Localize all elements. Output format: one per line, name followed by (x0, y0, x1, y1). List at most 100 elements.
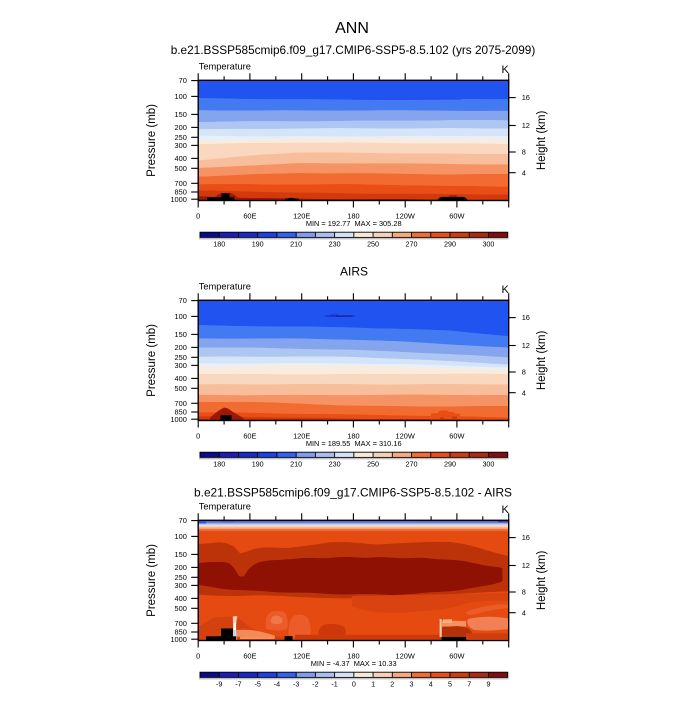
svg-text:0: 0 (196, 652, 200, 661)
svg-text:-1: -1 (331, 679, 337, 688)
svg-text:Height (km): Height (km) (536, 111, 548, 171)
svg-text:12: 12 (522, 561, 530, 570)
svg-text:8: 8 (522, 148, 526, 157)
svg-text:ANN: ANN (335, 20, 369, 37)
svg-text:250: 250 (367, 459, 379, 468)
svg-text:300: 300 (175, 581, 187, 590)
svg-text:70: 70 (179, 516, 187, 525)
svg-text:16: 16 (522, 533, 530, 542)
svg-text:Pressure (mb): Pressure (mb) (146, 104, 158, 177)
svg-text:150: 150 (175, 330, 187, 339)
svg-text:100: 100 (175, 532, 187, 541)
svg-text:70: 70 (179, 296, 187, 305)
svg-text:Temperature: Temperature (199, 61, 251, 71)
svg-text:K: K (502, 284, 510, 296)
svg-text:-3: -3 (293, 679, 299, 688)
svg-text:270: 270 (406, 239, 418, 248)
svg-text:120W: 120W (396, 212, 415, 221)
svg-text:MIN = 192.77 MAX = 305.28: MIN = 192.77 MAX = 305.28 (306, 219, 402, 228)
svg-text:Temperature: Temperature (199, 501, 251, 511)
svg-text:190: 190 (252, 459, 264, 468)
svg-text:1000: 1000 (170, 195, 186, 204)
svg-text:60W: 60W (449, 652, 464, 661)
svg-text:-5: -5 (254, 679, 260, 688)
svg-text:-2: -2 (312, 679, 318, 688)
svg-text:150: 150 (175, 550, 187, 559)
svg-text:270: 270 (406, 459, 418, 468)
svg-text:8: 8 (522, 588, 526, 597)
svg-text:MIN = 189.55 MAX = 310.16: MIN = 189.55 MAX = 310.16 (306, 439, 402, 448)
svg-text:4: 4 (522, 388, 526, 397)
svg-text:300: 300 (175, 361, 187, 370)
svg-text:850: 850 (175, 188, 187, 197)
svg-text:100: 100 (175, 92, 187, 101)
svg-text:4: 4 (522, 608, 526, 617)
svg-text:12: 12 (522, 121, 530, 130)
svg-text:180: 180 (347, 652, 359, 661)
svg-text:850: 850 (175, 408, 187, 417)
svg-text:180: 180 (213, 239, 225, 248)
svg-text:60E: 60E (243, 212, 256, 221)
svg-text:MIN = -4.37 MAX = 10.33: MIN = -4.37 MAX = 10.33 (311, 659, 397, 668)
svg-text:Height (km): Height (km) (536, 551, 548, 611)
svg-text:5: 5 (448, 679, 452, 688)
svg-text:2: 2 (390, 679, 394, 688)
svg-text:210: 210 (290, 459, 302, 468)
svg-text:0: 0 (196, 212, 200, 221)
svg-text:500: 500 (175, 604, 187, 613)
svg-text:200: 200 (175, 563, 187, 572)
svg-text:250: 250 (175, 573, 187, 582)
svg-text:120W: 120W (396, 432, 415, 441)
svg-text:400: 400 (175, 374, 187, 383)
svg-text:16: 16 (522, 313, 530, 322)
svg-text:700: 700 (175, 399, 187, 408)
svg-text:60W: 60W (449, 212, 464, 221)
svg-text:250: 250 (175, 353, 187, 362)
svg-text:7: 7 (467, 679, 471, 688)
svg-text:290: 290 (444, 239, 456, 248)
svg-text:210: 210 (290, 239, 302, 248)
svg-text:150: 150 (175, 110, 187, 119)
svg-text:K: K (502, 504, 510, 516)
svg-text:200: 200 (175, 123, 187, 132)
svg-text:70: 70 (179, 76, 187, 85)
svg-text:300: 300 (482, 459, 494, 468)
svg-text:-9: -9 (216, 679, 222, 688)
svg-text:290: 290 (444, 459, 456, 468)
svg-text:190: 190 (252, 239, 264, 248)
svg-text:120E: 120E (293, 212, 310, 221)
svg-text:700: 700 (175, 179, 187, 188)
svg-text:-4: -4 (274, 679, 280, 688)
svg-text:0: 0 (196, 432, 200, 441)
svg-text:200: 200 (175, 343, 187, 352)
svg-text:250: 250 (175, 133, 187, 142)
svg-text:3: 3 (410, 679, 414, 688)
svg-text:9: 9 (486, 679, 490, 688)
svg-text:Pressure (mb): Pressure (mb) (146, 544, 158, 617)
svg-text:16: 16 (522, 93, 530, 102)
svg-text:700: 700 (175, 619, 187, 628)
svg-text:Height (km): Height (km) (536, 331, 548, 391)
svg-text:60E: 60E (243, 432, 256, 441)
svg-text:1: 1 (371, 679, 375, 688)
svg-text:300: 300 (175, 141, 187, 150)
svg-text:120E: 120E (293, 432, 310, 441)
svg-text:Temperature: Temperature (199, 281, 251, 291)
svg-text:230: 230 (329, 459, 341, 468)
svg-text:4: 4 (522, 168, 526, 177)
svg-text:400: 400 (175, 154, 187, 163)
svg-text:60W: 60W (449, 432, 464, 441)
svg-text:8: 8 (522, 368, 526, 377)
svg-text:300: 300 (482, 239, 494, 248)
svg-text:1000: 1000 (170, 635, 186, 644)
svg-text:230: 230 (329, 239, 341, 248)
svg-text:120W: 120W (396, 652, 415, 661)
svg-text:12: 12 (522, 341, 530, 350)
svg-text:500: 500 (175, 164, 187, 173)
svg-text:180: 180 (213, 459, 225, 468)
svg-text:K: K (502, 64, 510, 76)
svg-text:0: 0 (352, 679, 356, 688)
svg-text:AIRS: AIRS (340, 264, 368, 278)
svg-text:60E: 60E (243, 652, 256, 661)
svg-text:100: 100 (175, 312, 187, 321)
